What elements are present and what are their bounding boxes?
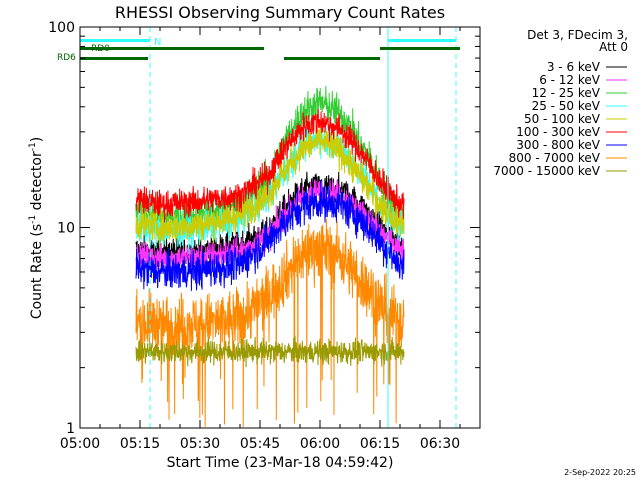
y-axis-label-end: ) xyxy=(29,137,45,142)
flag-bar-rd6-2 xyxy=(284,57,380,60)
x-tick-label-4: 05:45 xyxy=(240,436,280,452)
att-flag-bar-2 xyxy=(388,39,456,42)
data-layer xyxy=(135,86,405,428)
legend-label-7: 300 - 800 keV xyxy=(516,138,600,152)
flag-bar-rd6-1 xyxy=(80,57,148,60)
legend-label-9: 7000 - 15000 keV xyxy=(493,164,600,178)
y-axis-label: Count Rate (s-1 detector-1) xyxy=(28,137,45,319)
y-axis-label-mid: detector xyxy=(29,151,45,215)
tick-layer: 05:00 05:15 05:30 05:45 06:00 06:15 06:30 1 10 10… xyxy=(48,20,481,452)
att-flag-bar-1 xyxy=(80,39,150,42)
legend-label-5: 50 - 100 keV xyxy=(524,112,601,126)
legend-header-2: Att 0 xyxy=(599,40,628,54)
flag-bar-rd0-3 xyxy=(380,47,460,50)
flag-bar-rd0-2 xyxy=(148,47,264,50)
flag-bar-rd0-1 xyxy=(80,47,148,50)
x-tick-label-3: 05:30 xyxy=(180,436,220,452)
x-tick-label-2: 05:15 xyxy=(120,436,160,452)
legend-header-1: Det 3, FDecim 3, xyxy=(527,28,628,42)
series-line-9 xyxy=(135,335,405,368)
x-axis-label: Start Time (23-Mar-18 04:59:42) xyxy=(167,455,394,471)
legend-label-4: 25 - 50 keV xyxy=(532,99,601,113)
series-line-6 xyxy=(135,108,405,223)
legend-label-1: 3 - 6 keV xyxy=(547,60,601,74)
footer-date: 2-Sep-2022 20:25 xyxy=(564,468,636,477)
flag-layer: N RD0 RD6 xyxy=(57,27,460,428)
y-tick-label-1: 1 xyxy=(66,421,75,437)
y-tick-label-2: 10 xyxy=(57,221,75,237)
series-line-5 xyxy=(135,121,405,248)
legend-label-6: 100 - 300 keV xyxy=(516,125,600,139)
y-axis-label-sup2: -1 xyxy=(28,142,38,151)
y-axis-label-main: Count Rate (s xyxy=(29,224,45,319)
series-line-8 xyxy=(135,218,405,428)
legend-label-8: 800 - 7000 keV xyxy=(509,151,601,165)
x-tick-label-7: 06:30 xyxy=(420,436,460,452)
legend-label-3: 12 - 25 keV xyxy=(532,86,601,100)
att-flag-label: N xyxy=(154,37,161,48)
y-axis-label-sup1: -1 xyxy=(28,215,38,224)
legend-label-2: 6 - 12 keV xyxy=(539,73,601,87)
chart-title: RHESSI Observing Summary Count Rates xyxy=(115,3,445,22)
series-line-7 xyxy=(135,180,405,291)
x-tick-label-6: 06:15 xyxy=(360,436,400,452)
flag-label-rd0: RD0 xyxy=(91,44,110,54)
x-tick-label-5: 06:00 xyxy=(300,436,340,452)
y-tick-label-3: 100 xyxy=(48,20,75,36)
x-tick-label-1: 05:00 xyxy=(60,436,100,452)
flag-label-rd6: RD6 xyxy=(57,53,76,63)
